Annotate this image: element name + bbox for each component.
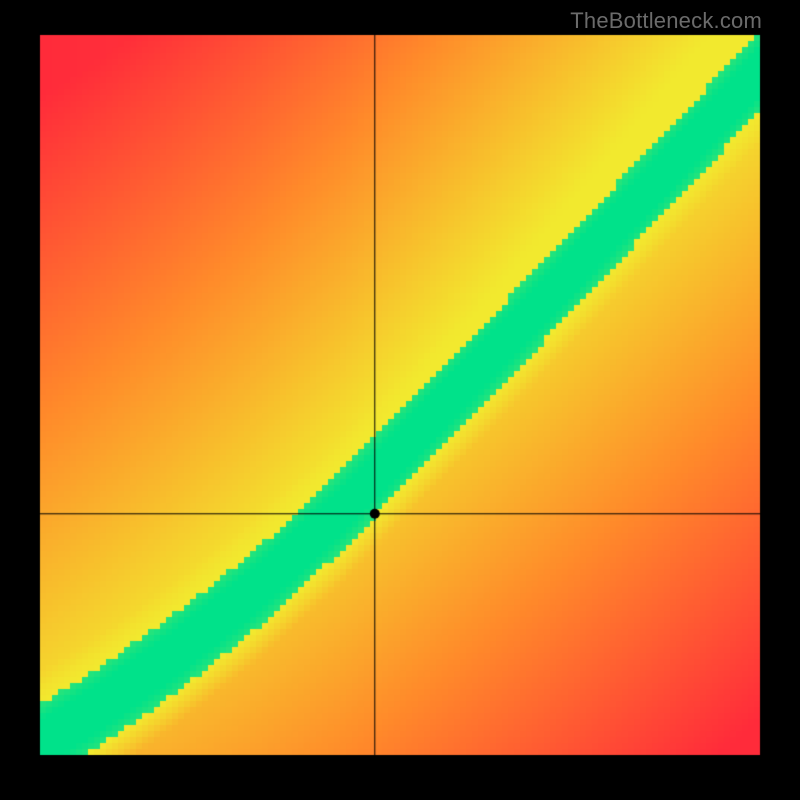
chart-container: TheBottleneck.com [0,0,800,800]
bottleneck-heatmap [0,0,800,800]
watermark-text: TheBottleneck.com [570,8,762,34]
